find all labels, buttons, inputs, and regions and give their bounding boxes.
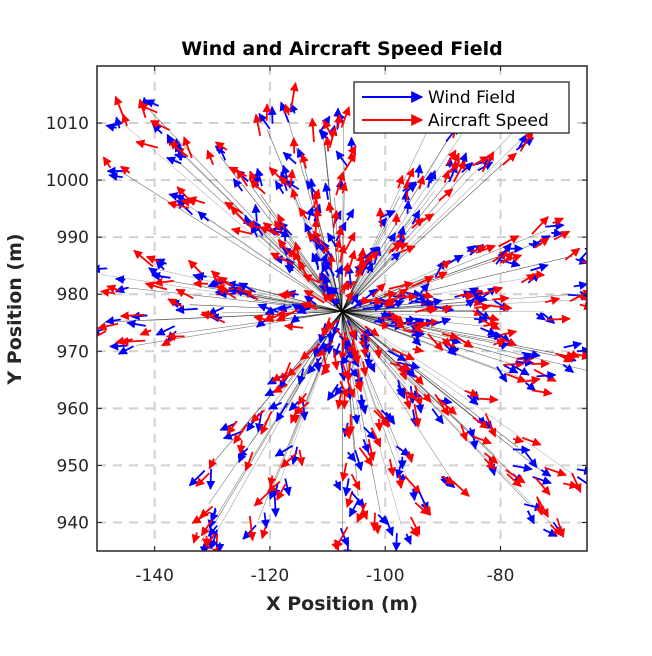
aircraft-speed-arrow: [374, 513, 375, 531]
wind-arrow: [407, 201, 408, 214]
aircraft-speed-arrow: [547, 319, 570, 320]
y-tick-label: 990: [57, 228, 89, 248]
aircraft-speed-arrow: [315, 219, 316, 236]
aircraft-speed-arrow: [426, 309, 437, 310]
aircraft-speed-arrow: [380, 208, 381, 227]
wind-arrow: [204, 544, 205, 554]
aircraft-speed-arrow: [317, 208, 318, 221]
y-tick-label: 940: [57, 513, 89, 533]
aircraft-speed-arrow: [460, 295, 474, 296]
aircraft-speed-arrow: [397, 296, 417, 297]
y-tick-label: 1010: [46, 114, 89, 134]
aircraft-speed-arrow: [379, 419, 380, 431]
y-tick-label: 980: [57, 285, 89, 305]
wind-arrow: [599, 369, 612, 374]
wind-arrow: [589, 369, 605, 380]
aircraft-speed-arrow: [503, 364, 524, 365]
wind-arrow: [515, 362, 533, 363]
y-tick-label: 970: [57, 342, 89, 362]
aircraft-speed-arrow: [589, 364, 603, 373]
legend: Wind Field Aircraft Speed: [354, 82, 569, 133]
chart-title: Wind and Aircraft Speed Field: [181, 38, 503, 60]
aircraft-speed-arrow: [216, 533, 217, 557]
aircraft-speed-arrow: [384, 294, 396, 295]
wind-arrow: [361, 395, 362, 408]
wind-arrow: [396, 533, 397, 551]
aircraft-speed-arrow: [478, 399, 498, 400]
wind-arrow: [110, 346, 127, 347]
wind-arrow: [92, 268, 107, 269]
aircraft-speed-arrow: [76, 255, 94, 269]
wind-arrow: [84, 270, 95, 275]
x-tick-label: -100: [366, 566, 405, 586]
aircraft-speed-arrow: [590, 379, 600, 386]
legend-wind-label: Wind Field: [428, 88, 515, 108]
x-tick-label: -140: [135, 566, 174, 586]
wind-arrow: [551, 233, 562, 234]
wind-arrow: [275, 497, 276, 517]
wind-arrow: [420, 404, 421, 413]
aircraft-speed-arrow: [377, 522, 378, 533]
y-axis-label: Y Position (m): [4, 233, 26, 385]
wind-arrow: [348, 540, 349, 557]
y-tick-label: 950: [57, 456, 89, 476]
y-tick-label: 960: [57, 399, 89, 419]
wind-arrow: [116, 279, 125, 280]
wind-arrow: [513, 449, 530, 450]
y-tick-label: 1000: [46, 171, 89, 191]
wind-arrow: [210, 469, 211, 489]
x-tick-label: -80: [487, 566, 515, 586]
aircraft-speed-arrow: [74, 252, 92, 265]
x-axis-label: X Position (m): [266, 593, 418, 615]
legend-aircraft-label: Aircraft Speed: [428, 111, 549, 131]
wind-arrow: [330, 332, 331, 342]
aircraft-speed-arrow: [267, 104, 268, 121]
x-tick-label: -120: [251, 566, 290, 586]
aircraft-speed-arrow: [327, 137, 328, 152]
aircraft-speed-arrow: [396, 214, 397, 225]
